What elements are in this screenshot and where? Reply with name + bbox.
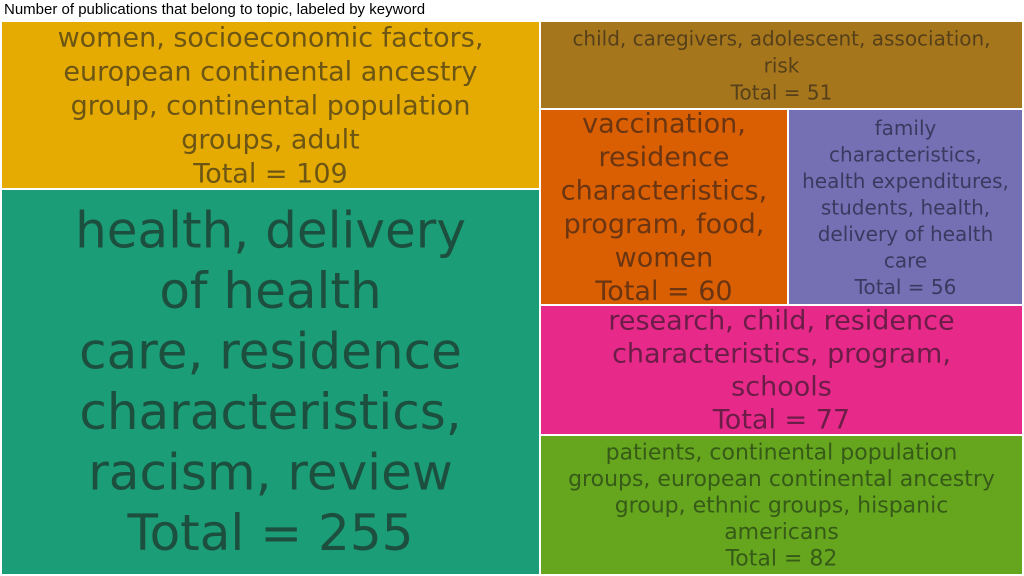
treemap-tile-keyword-line: european continental ancestry — [63, 57, 477, 88]
treemap-tile-rect — [2, 22, 539, 188]
treemap-tile-keyword-line: group, ethnic groups, hispanic — [615, 493, 949, 518]
treemap-tile: family characteristics, health expenditure… — [789, 110, 1022, 304]
treemap-tile-keyword-line: research, child, residence — [608, 306, 954, 337]
treemap-tile: patients, continental population groups, … — [541, 436, 1022, 574]
treemap-tile-keyword-line: care, residence — [79, 323, 462, 381]
treemap-tile-label: vaccination, residence characteristics, pro… — [561, 109, 767, 308]
treemap-tile-total: Total = 56 — [854, 275, 957, 299]
treemap-tile-rect — [541, 306, 1022, 434]
treemap-tile: health, delivery of health care, residence… — [2, 190, 539, 574]
treemap-tile-rect — [789, 110, 1022, 304]
treemap-tile-keyword-line: characteristics, — [79, 383, 461, 441]
treemap-tile-keyword-line: delivery of health — [818, 222, 994, 246]
treemap-tile-keyword-line: groups, european continental ancestry — [568, 467, 995, 492]
treemap-tile-label: patients, continental population groups, … — [568, 440, 995, 571]
treemap-tile-keyword-line: women — [615, 243, 714, 274]
treemap-tile-keyword-line: schools — [731, 372, 832, 403]
treemap-tile-rect — [541, 22, 1022, 108]
treemap-tile-keyword-line: characteristics, — [561, 176, 767, 207]
treemap-tile-keyword-line: characteristics, program, — [612, 339, 951, 370]
treemap-tile-keyword-line: family — [875, 116, 937, 140]
treemap-tile-keyword-line: racism, review — [88, 444, 452, 502]
treemap-tile-keyword-line: child, caregivers, adolescent, associati… — [572, 27, 990, 51]
treemap-tile-total: Total = 82 — [725, 546, 838, 571]
treemap-tile-keyword-line: residence — [598, 142, 729, 173]
treemap-tile-keyword-line: health, delivery — [75, 202, 466, 260]
treemap-tile-keyword-line: women, socioeconomic factors, — [58, 23, 484, 54]
treemap-tile-keyword-line: students, health, — [821, 195, 990, 219]
treemap-tile-total: Total = 255 — [127, 504, 414, 562]
treemap-tile: women, socioeconomic factors, european co… — [2, 22, 539, 190]
treemap-tile: research, child, residence characteristic… — [541, 306, 1022, 436]
treemap-tile-total: Total = 109 — [192, 159, 347, 190]
treemap-tile-total: Total = 51 — [730, 81, 833, 105]
treemap-tile-keyword-line: risk — [764, 54, 800, 78]
treemap-tile: child, caregivers, adolescent, associati… — [541, 22, 1022, 108]
treemap-tile-rect — [541, 436, 1022, 574]
treemap-tile-total: Total = 60 — [594, 276, 732, 307]
treemap-tile-label: women, socioeconomic factors, european co… — [58, 23, 484, 190]
treemap-tile-label: child, caregivers, adolescent, associati… — [572, 27, 990, 105]
treemap-tile-keyword-line: health expenditures, — [802, 169, 1009, 193]
treemap-tile-keyword-line: patients, continental population — [606, 440, 958, 465]
treemap-tile-keyword-line: groups, adult — [181, 125, 360, 156]
treemap-tile-rect — [2, 190, 539, 574]
treemap-tile-keyword-line: americans — [724, 520, 839, 545]
treemap-tile-keyword-line: vaccination, — [582, 109, 746, 140]
treemap-tile-label: research, child, residence characteristic… — [608, 306, 954, 436]
treemap-tile-keyword-line: of health — [159, 262, 381, 320]
treemap-tile-keyword-line: program, food, — [564, 209, 765, 240]
treemap-tile-keyword-line: group, continental population — [71, 91, 471, 122]
treemap-tile-label: family characteristics, health expenditure… — [802, 116, 1009, 299]
treemap-tile-rect — [541, 110, 787, 304]
treemap-tile-keyword-line: care — [884, 248, 927, 272]
chart-title: Number of publications that belong to to… — [4, 1, 426, 18]
treemap-tile: vaccination, residence characteristics, pro… — [541, 109, 787, 308]
treemap-tile-label: health, delivery of health care, residence… — [75, 202, 466, 563]
treemap-tile-keyword-line: characteristics, — [829, 142, 982, 166]
treemap-tile-total: Total = 77 — [712, 405, 850, 436]
